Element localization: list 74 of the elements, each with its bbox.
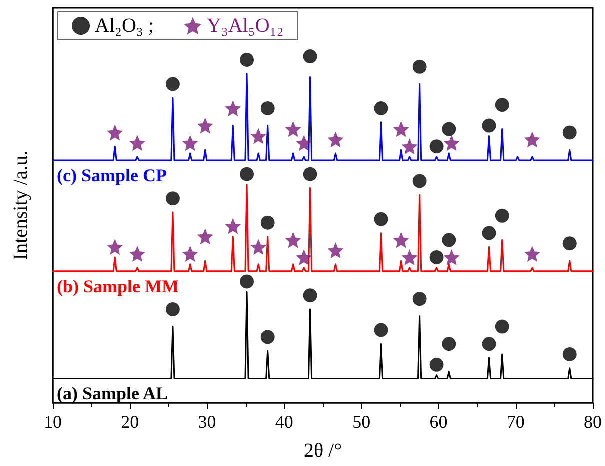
point xyxy=(374,101,388,116)
series-label: (a) Sample AL xyxy=(57,384,168,404)
y-axis-title: Intensity /a.u. xyxy=(10,150,32,260)
point xyxy=(303,288,318,303)
point xyxy=(225,100,242,116)
point xyxy=(285,232,302,248)
point xyxy=(182,246,198,262)
point xyxy=(166,192,180,206)
point xyxy=(285,121,302,138)
point xyxy=(442,337,456,352)
point xyxy=(402,138,418,155)
point xyxy=(442,233,456,248)
point xyxy=(482,337,496,352)
x-tick-label: 40 xyxy=(275,412,294,432)
point xyxy=(250,239,267,256)
point xyxy=(250,128,267,144)
point xyxy=(303,50,318,64)
point xyxy=(197,228,214,245)
point xyxy=(129,246,146,262)
point xyxy=(402,249,418,266)
point xyxy=(482,226,496,240)
point xyxy=(240,274,254,289)
point xyxy=(197,118,214,134)
x-axis-title: 2θ /° xyxy=(304,440,342,462)
point xyxy=(303,167,318,182)
x-tick-label: 20 xyxy=(121,412,140,432)
point xyxy=(412,60,427,74)
point xyxy=(444,135,460,152)
point xyxy=(166,77,180,92)
point xyxy=(296,249,312,266)
x-tick-label: 80 xyxy=(584,412,602,432)
point xyxy=(430,358,444,372)
point xyxy=(562,236,577,251)
point xyxy=(260,101,275,116)
point xyxy=(495,98,510,112)
x-tick-label: 60 xyxy=(430,412,448,432)
point xyxy=(495,320,510,334)
point xyxy=(328,242,344,259)
point xyxy=(374,212,388,226)
point xyxy=(107,124,124,141)
point xyxy=(328,132,344,148)
point xyxy=(260,216,275,230)
point xyxy=(260,330,275,344)
point xyxy=(129,135,146,152)
x-tick-label: 70 xyxy=(506,412,525,432)
point xyxy=(107,239,124,256)
series-label: (b) Sample MM xyxy=(57,276,179,296)
point xyxy=(562,347,577,362)
point xyxy=(444,249,460,266)
point xyxy=(374,323,388,338)
x-tick-label: 10 xyxy=(44,412,62,432)
point xyxy=(430,140,444,154)
x-tick-label: 30 xyxy=(198,412,216,432)
point xyxy=(430,250,444,264)
x-tick-label: 50 xyxy=(352,412,371,432)
point xyxy=(482,118,496,133)
point xyxy=(495,208,510,223)
point xyxy=(524,246,540,262)
point xyxy=(240,167,254,182)
point xyxy=(393,232,410,248)
point xyxy=(524,132,540,148)
legend-label: Y₃Al₅O₁₂ xyxy=(206,15,284,37)
point xyxy=(562,126,577,140)
point xyxy=(412,174,427,188)
point xyxy=(225,218,242,234)
legend-label: Al₂O₃ ; xyxy=(95,15,154,37)
series-label: (c) Sample CP xyxy=(57,165,167,186)
point xyxy=(182,135,198,152)
point xyxy=(412,292,427,306)
point xyxy=(240,52,254,67)
point xyxy=(296,135,312,152)
point xyxy=(166,302,180,316)
point xyxy=(442,122,456,136)
point xyxy=(393,121,410,138)
